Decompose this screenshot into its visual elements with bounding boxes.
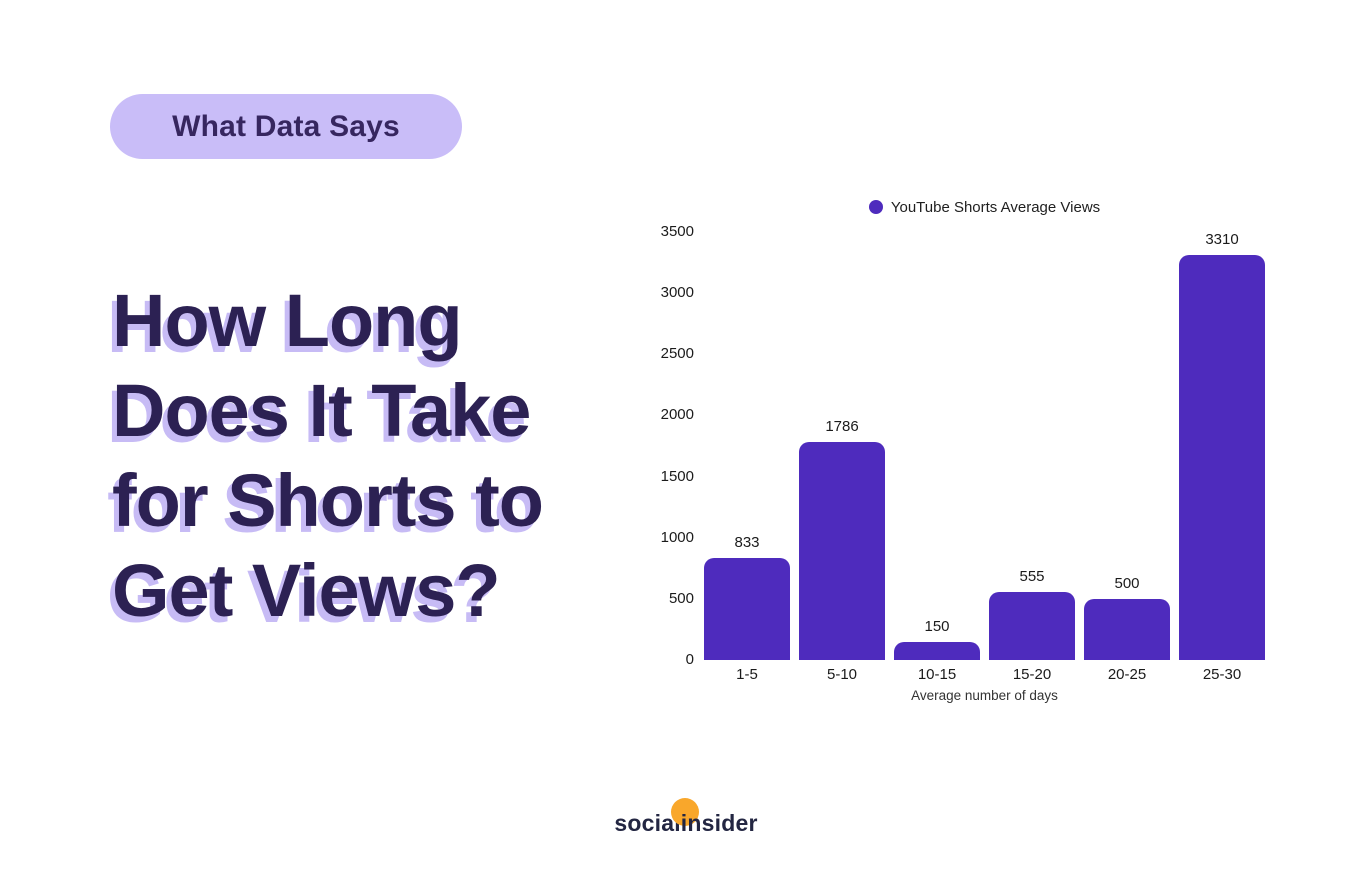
chart-legend: YouTube Shorts Average Views — [704, 197, 1265, 217]
bar — [1084, 598, 1170, 660]
what-data-says-badge: What Data Says — [110, 94, 462, 159]
plot-area: 833 1786 150 555 500 3310 — [704, 231, 1265, 660]
x-tick-label: 5-10 — [826, 666, 858, 683]
bar — [989, 592, 1075, 660]
page-title: How Long Does It Take for Shorts to Get … — [112, 279, 544, 632]
y-tick-label: 3000 — [660, 284, 694, 302]
bar — [704, 558, 790, 660]
x-axis-title: Average number of days — [911, 688, 1058, 703]
bar — [894, 641, 980, 660]
x-tick-label: 10-15 — [917, 666, 957, 683]
y-tick-label: 500 — [668, 589, 694, 607]
logo-smiley: in — [670, 798, 702, 840]
y-tick-label: 1500 — [660, 467, 694, 485]
x-tick-label: 20-25 — [1107, 666, 1147, 683]
badge-label: What Data Says — [172, 109, 400, 143]
bar-value-label: 500 — [1114, 574, 1140, 592]
y-tick-label: 3500 — [660, 223, 694, 240]
logo-text-mid: in — [680, 810, 702, 836]
x-tick-label: 25-30 — [1202, 666, 1242, 683]
bar-value-label: 555 — [1019, 568, 1045, 586]
y-tick-label: 1000 — [660, 528, 694, 546]
x-tick-label: 15-20 — [1012, 666, 1052, 683]
footer-logo: social insider — [614, 798, 758, 840]
bar-value-label: 1786 — [825, 417, 859, 435]
logo-text-post: sider — [701, 810, 758, 836]
x-tick-label: 1-5 — [736, 666, 758, 683]
legend-dot-icon — [868, 200, 883, 214]
bar-value-label: 833 — [734, 534, 760, 552]
y-tick-label: 0 — [685, 651, 694, 668]
footer: social insider — [0, 798, 1372, 840]
y-tick-label: 2000 — [660, 406, 694, 424]
bar-chart: YouTube Shorts Average Views 0 500 1000 150… — [630, 190, 1320, 730]
y-tick-label: 2500 — [660, 345, 694, 363]
bar — [799, 441, 885, 660]
bar — [1179, 255, 1265, 660]
logo-text-pre: social — [614, 810, 681, 836]
logo-circle-icon — [670, 798, 699, 826]
legend-label: YouTube Shorts Average Views — [890, 198, 1101, 216]
bar-value-label: 150 — [924, 617, 950, 635]
bar-value-label: 3310 — [1205, 231, 1239, 249]
